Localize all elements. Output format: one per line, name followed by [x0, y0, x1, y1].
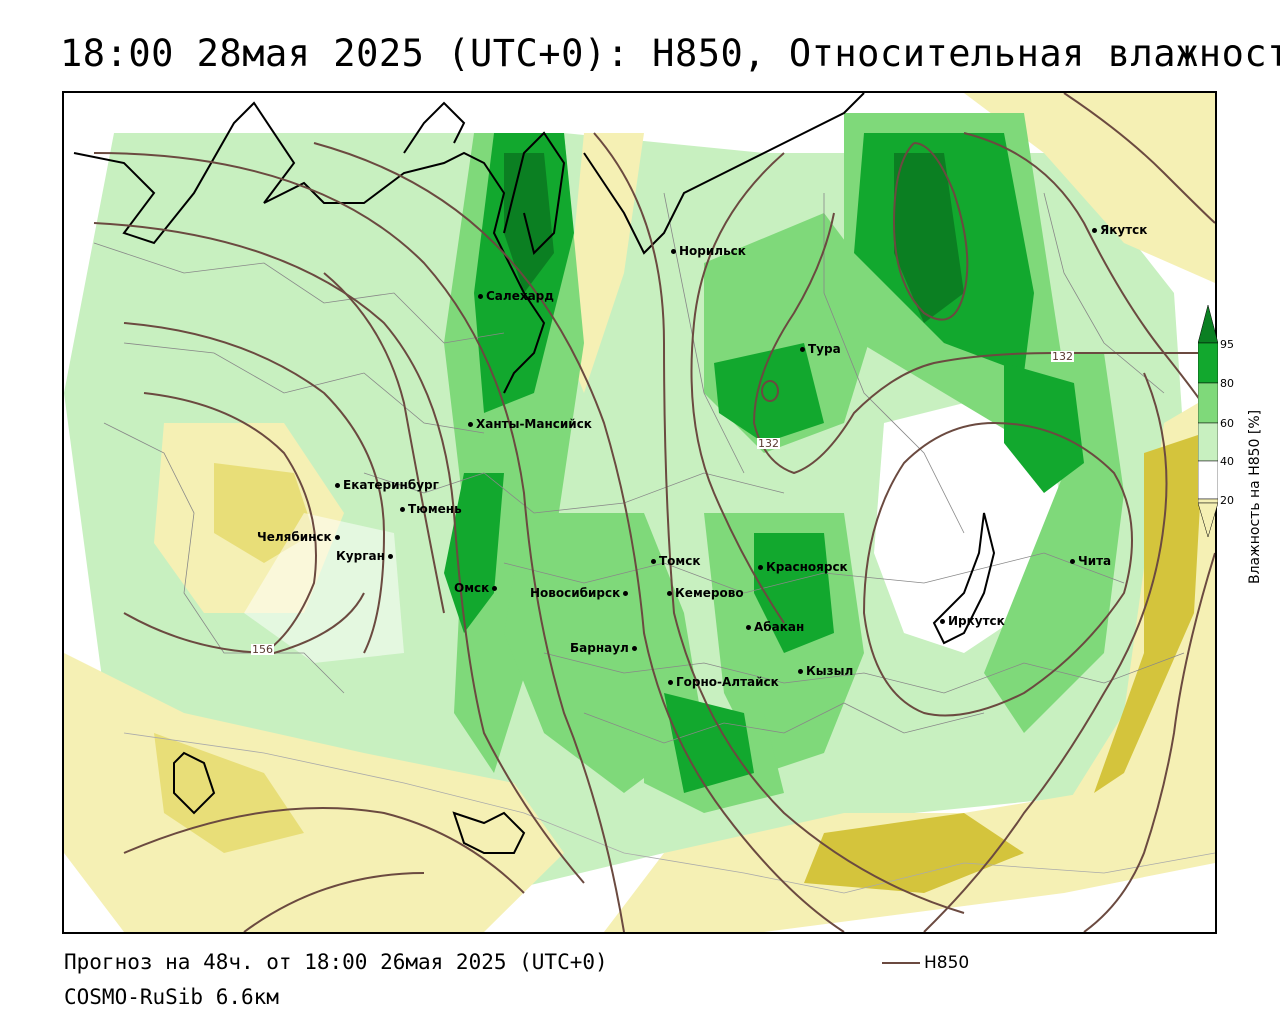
- forecast-info: Прогноз на 48ч. от 18:00 26мая 2025 (UTC…: [64, 950, 608, 974]
- humidity-field: [64, 93, 1215, 932]
- city-dot-icon: [468, 422, 473, 427]
- city-marker: Томск: [651, 555, 701, 567]
- city-marker: Ханты-Мансийск: [468, 418, 592, 430]
- humidity-map-svg: [64, 93, 1215, 932]
- city-dot-icon: [758, 565, 763, 570]
- city-marker: Якутск: [1092, 224, 1147, 236]
- city-dot-icon: [631, 646, 637, 651]
- city-marker: Омск: [454, 582, 500, 594]
- colorbar-tick: 80: [1220, 377, 1234, 390]
- city-marker: Курган: [336, 550, 396, 562]
- city-marker: Челябинск: [257, 531, 343, 543]
- chart-title: 18:00 28мая 2025 (UTC+0): H850, Относите…: [60, 32, 1280, 75]
- contour-label: 132: [757, 437, 780, 450]
- contour-legend-label: H850: [924, 953, 970, 973]
- city-dot-icon: [335, 483, 340, 488]
- city-marker: Кызыл: [798, 665, 853, 677]
- city-marker: Горно-Алтайск: [668, 676, 779, 688]
- city-marker: Кемерово: [667, 587, 744, 599]
- city-dot-icon: [334, 535, 340, 540]
- city-dot-icon: [1092, 228, 1097, 233]
- city-dot-icon: [1070, 559, 1075, 564]
- city-dot-icon: [492, 586, 498, 591]
- contour-label: 156: [251, 643, 274, 656]
- geopotential-contours: [93, 93, 1215, 932]
- city-dot-icon: [668, 680, 673, 685]
- city-marker: Салехард: [478, 290, 554, 302]
- colorbar-tick: 40: [1220, 455, 1234, 468]
- city-dot-icon: [478, 294, 483, 299]
- city-marker: Тура: [800, 343, 841, 355]
- city-dot-icon: [746, 625, 751, 630]
- model-info: COSMO-RuSib 6.6км: [64, 985, 279, 1009]
- contour-line-icon: [882, 962, 920, 964]
- admin-borders: [93, 192, 1215, 894]
- colorbar-title: Влажность на H850 [%]: [1247, 409, 1263, 584]
- city-dot-icon: [651, 559, 656, 564]
- colorbar-tick: 20: [1220, 494, 1234, 507]
- city-marker: Красноярск: [758, 561, 848, 573]
- city-dot-icon: [671, 249, 676, 254]
- city-dot-icon: [800, 347, 805, 352]
- colorbar-tick: 95: [1220, 338, 1234, 351]
- colorbar-tick: 60: [1220, 417, 1234, 430]
- city-marker: Иркутск: [940, 615, 1005, 627]
- city-marker: Норильск: [671, 245, 746, 257]
- contour-legend: H850: [882, 953, 969, 973]
- city-marker: Барнаул: [570, 642, 640, 654]
- humidity-colorbar: [1198, 305, 1218, 537]
- map-panel: 132 132 156 Норильск Якутск Салехард Тур…: [62, 91, 1217, 934]
- city-dot-icon: [940, 619, 945, 624]
- coastline: [73, 93, 996, 854]
- city-marker: Абакан: [746, 621, 804, 633]
- city-dot-icon: [387, 554, 393, 559]
- city-marker: Екатеринбург: [335, 479, 439, 491]
- city-marker: Чита: [1070, 555, 1111, 567]
- city-marker: Новосибирск: [530, 587, 631, 599]
- city-dot-icon: [667, 591, 672, 596]
- contour-label: 132: [1051, 350, 1074, 363]
- city-marker: Тюмень: [400, 503, 462, 515]
- city-dot-icon: [798, 669, 803, 674]
- city-dot-icon: [400, 507, 405, 512]
- city-dot-icon: [623, 591, 629, 596]
